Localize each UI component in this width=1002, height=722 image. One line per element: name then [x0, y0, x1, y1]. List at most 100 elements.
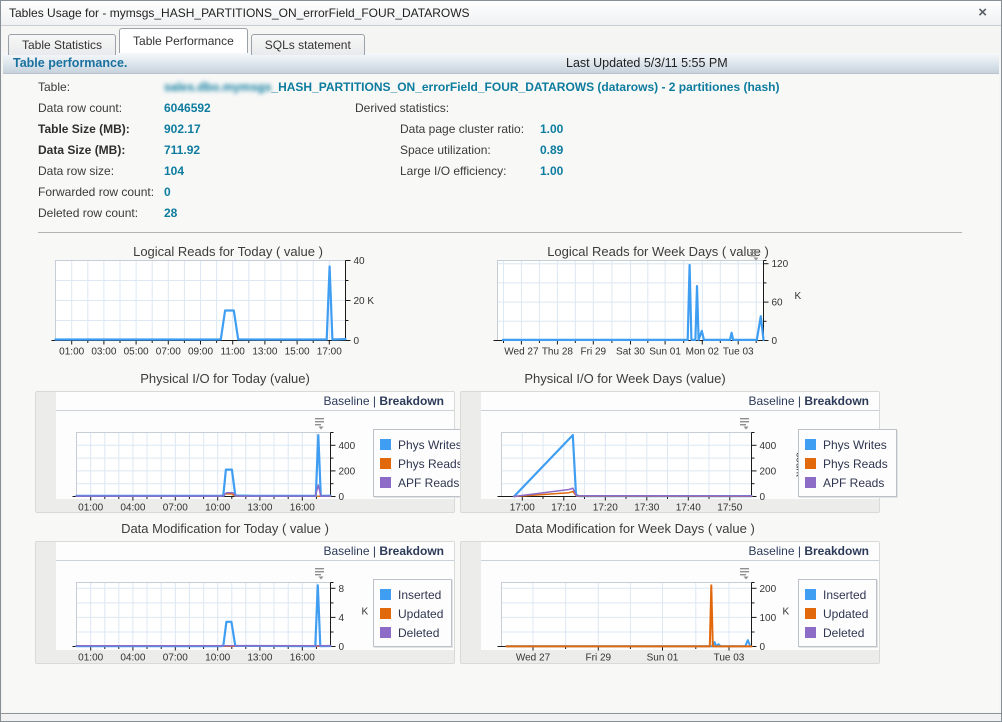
- legend-item-apf-reads[interactable]: APF Reads: [380, 473, 463, 492]
- breakdown-link[interactable]: Breakdown: [804, 394, 869, 408]
- legend-swatch: [805, 477, 816, 488]
- legend-swatch: [380, 477, 391, 488]
- legend-item-inserted[interactable]: Inserted: [380, 585, 443, 604]
- svg-text:Thu 28: Thu 28: [542, 347, 574, 358]
- svg-text:K: K: [362, 606, 369, 617]
- legend-swatch: [805, 627, 816, 638]
- chart-title: Physical I/O for Today (value): [140, 371, 310, 386]
- last-updated-text: Last Updated 5/3/11 5:55 PM: [566, 56, 728, 70]
- derived-stats: Derived statistics: Data page cluster ra…: [355, 101, 563, 185]
- derived-stat-row: Data page cluster ratio: 1.00: [355, 122, 563, 143]
- legend-swatch: [805, 608, 816, 619]
- legend-label: Inserted: [398, 587, 442, 602]
- stat-value: 1.00: [540, 164, 564, 178]
- tab-strip: Table Statistics Table Performance SQLs st…: [1, 26, 1001, 55]
- breakdown-link[interactable]: Breakdown: [379, 394, 444, 408]
- table-name-row: Table: sales.dbo.mymsgs_HASH_PARTITIONS_O…: [38, 80, 779, 94]
- tab-sqls-statement[interactable]: SQLs statement: [250, 34, 365, 55]
- svg-text:120: 120: [772, 259, 789, 270]
- baseline-link[interactable]: Baseline: [323, 394, 370, 408]
- stat-value: 28: [164, 206, 178, 220]
- svg-text:01:00: 01:00: [78, 653, 103, 664]
- svg-text:17:40: 17:40: [676, 503, 701, 514]
- svg-text:Sun 01: Sun 01: [647, 653, 679, 664]
- chart-canvas: 0 20 K 40 01:00 03:00 05:00 07:00 09:00 11:00 13:…: [51, 256, 374, 358]
- svg-text:07:00: 07:00: [163, 653, 188, 664]
- svg-text:Fri 29: Fri 29: [581, 347, 607, 358]
- table-performance-panel: Table performance. Last Updated 5/3/11 5…: [3, 53, 999, 712]
- chart-canvas: 0200400count01:0004:0007:0010:0013:0016:…: [72, 432, 384, 514]
- svg-text:07:00: 07:00: [156, 347, 181, 358]
- tab-table-statistics[interactable]: Table Statistics: [8, 34, 117, 55]
- baseline-link[interactable]: Baseline: [748, 544, 795, 558]
- svg-text:0: 0: [772, 336, 778, 347]
- stat-label: Data page cluster ratio:: [400, 122, 525, 136]
- legend-item-inserted[interactable]: Inserted: [805, 585, 868, 604]
- chart-title: Logical Reads for Week Days ( value ): [547, 244, 769, 259]
- svg-text:Sun 01: Sun 01: [649, 347, 681, 358]
- legend-label: Deleted: [823, 625, 865, 640]
- chart-title: Logical Reads for Today ( value ): [133, 244, 323, 259]
- baseline-link[interactable]: Baseline: [748, 394, 795, 408]
- svg-text:Mon 02: Mon 02: [686, 347, 720, 358]
- legend-item-phys-writes[interactable]: Phys Writes: [805, 435, 888, 454]
- svg-text:K: K: [795, 291, 802, 302]
- window-bottom-edge: [1, 713, 1001, 721]
- svg-text:04:00: 04:00: [120, 653, 145, 664]
- svg-text:17:50: 17:50: [717, 503, 742, 514]
- svg-text:400: 400: [339, 441, 356, 452]
- stat-label: Data row count:: [38, 101, 123, 115]
- breakdown-link[interactable]: Breakdown: [379, 544, 444, 558]
- chart-menu-icon[interactable]: [739, 567, 753, 581]
- stat-value: 0.89: [540, 143, 564, 157]
- link-separator: |: [372, 544, 376, 558]
- separator-line: [38, 232, 962, 233]
- panel-phys-io-today: Baseline | Breakdown 0200400count01:0004…: [35, 391, 472, 514]
- svg-text:Wed 27: Wed 27: [516, 653, 551, 664]
- legend-item-updated[interactable]: Updated: [380, 604, 443, 623]
- stat-row: Data row size: 104: [38, 164, 211, 185]
- chart-legend: Phys Writes Phys Reads APF Reads: [373, 429, 472, 497]
- legend-item-phys-reads[interactable]: Phys Reads: [805, 454, 888, 473]
- chart-menu-icon[interactable]: [749, 248, 763, 262]
- legend-label: Inserted: [823, 587, 867, 602]
- chart-logical-reads-today: Logical Reads for Today ( value ) 0 20 K 4…: [51, 244, 401, 358]
- svg-text:11:00: 11:00: [221, 347, 246, 358]
- svg-text:10:00: 10:00: [205, 503, 230, 514]
- legend-item-deleted[interactable]: Deleted: [380, 623, 443, 642]
- table-label: Table:: [38, 80, 71, 94]
- svg-text:09:00: 09:00: [188, 347, 213, 358]
- stat-label: Large I/O efficiency:: [400, 164, 507, 178]
- legend-label: Updated: [823, 606, 869, 621]
- close-icon[interactable]: ×: [978, 4, 987, 21]
- stat-label: Forwarded row count:: [38, 185, 155, 199]
- stat-label: Data Size (MB):: [38, 143, 126, 157]
- svg-text:Fri 29: Fri 29: [586, 653, 612, 664]
- stat-value: 104: [164, 164, 185, 178]
- svg-text:0: 0: [760, 642, 766, 653]
- chart-menu-icon[interactable]: [314, 567, 328, 581]
- svg-text:K: K: [783, 606, 790, 617]
- legend-item-apf-reads[interactable]: APF Reads: [805, 473, 888, 492]
- baseline-breakdown-bar: Baseline | Breakdown: [56, 542, 454, 561]
- svg-text:8: 8: [339, 584, 345, 595]
- chart-menu-icon[interactable]: [314, 417, 328, 431]
- baseline-link[interactable]: Baseline: [323, 544, 370, 558]
- tab-table-performance[interactable]: Table Performance: [119, 28, 248, 53]
- svg-text:4: 4: [339, 613, 345, 624]
- chart-legend: Phys Writes Phys Reads APF Reads: [798, 429, 897, 497]
- legend-item-phys-writes[interactable]: Phys Writes: [380, 435, 463, 454]
- window-title: Tables Usage for - mymsgs_HASH_PARTITION…: [9, 6, 470, 20]
- stat-row: Data row count: 6046592: [38, 101, 211, 122]
- chart-menu-icon[interactable]: [739, 417, 753, 431]
- breakdown-link[interactable]: Breakdown: [804, 544, 869, 558]
- legend-label: APF Reads: [823, 475, 885, 490]
- svg-text:03:00: 03:00: [91, 347, 116, 358]
- chart-legend: Inserted Updated Deleted: [798, 579, 878, 647]
- legend-item-deleted[interactable]: Deleted: [805, 623, 868, 642]
- legend-item-updated[interactable]: Updated: [805, 604, 868, 623]
- svg-text:0: 0: [760, 492, 766, 503]
- stat-row: Table Size (MB): 902.17: [38, 122, 211, 143]
- legend-item-phys-reads[interactable]: Phys Reads: [380, 454, 463, 473]
